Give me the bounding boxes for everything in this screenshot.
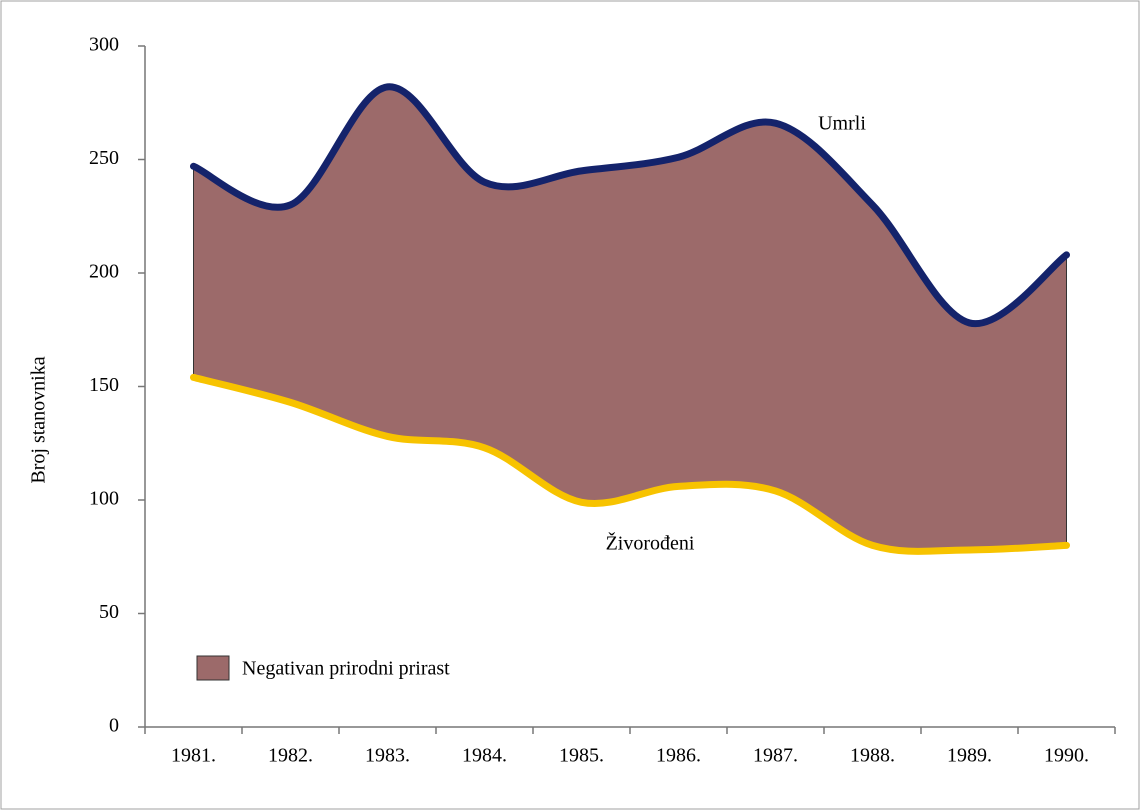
- x-tick-label: 1990.: [1044, 745, 1089, 767]
- y-tick-label: 100: [89, 488, 119, 510]
- x-tick-label: 1985.: [559, 745, 604, 767]
- line: [190, 373, 1070, 555]
- line: [190, 83, 1070, 328]
- x-tick-label: 1986.: [656, 745, 701, 767]
- x-tick-label: 1989.: [947, 745, 992, 767]
- y-tick-label: 50: [99, 601, 119, 623]
- y-tick-label: 300: [89, 34, 119, 56]
- x-tick-label: 1984.: [462, 745, 507, 767]
- y-tick-label: 0: [109, 715, 119, 737]
- legend-label: Negativan prirodni prirast: [242, 658, 450, 680]
- y-tick-label: 250: [89, 147, 119, 169]
- legend-swatch: [196, 655, 230, 681]
- x-tick-label: 1981.: [171, 745, 216, 767]
- series-label: Umrli: [818, 113, 866, 135]
- y-tick-label: 150: [89, 374, 119, 396]
- series-label: Živorođeni: [606, 532, 695, 555]
- x-tick-label: 1987.: [753, 745, 798, 767]
- y-axis-label: Broj stanovnika: [28, 356, 50, 483]
- y-tick-label: 200: [89, 261, 119, 283]
- x-tick-label: 1982.: [268, 745, 313, 767]
- x-tick-label: 1988.: [850, 745, 895, 767]
- x-tick-label: 1983.: [365, 745, 410, 767]
